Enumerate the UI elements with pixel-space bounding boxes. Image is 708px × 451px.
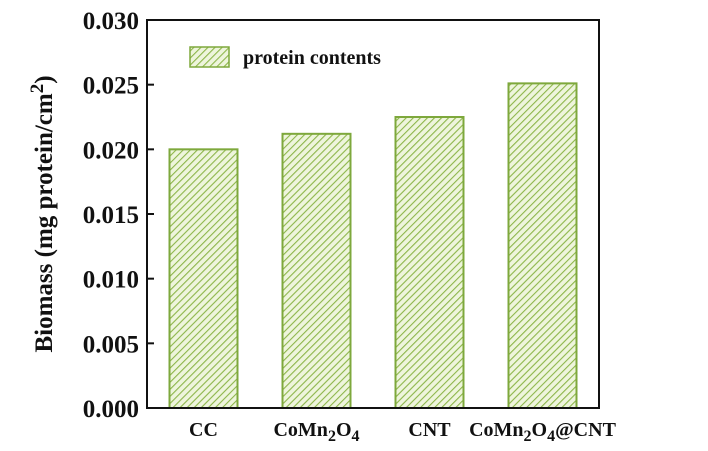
x-tick-label-part: 4 [352,428,360,445]
bar-0 [168,148,239,409]
x-tick-label-part: CC [189,419,218,441]
x-tick-label-part: CoMn [469,419,523,441]
bars-group [168,82,578,410]
legend-swatch [189,46,230,68]
x-tick-label: CNT [408,419,451,441]
y-tick-label: 0.000 [83,396,139,423]
x-tick-label-part: 2 [328,428,336,445]
y-tick-label: 0.025 [83,73,139,100]
legend-label: protein contents [243,47,381,69]
y-axis-label: Biomass (mg protein/cm2) [27,75,58,352]
y-tick-label: 0.030 [83,8,139,35]
x-tick-label-part: O [336,419,352,441]
x-tick-label-part: CNT [408,419,451,441]
legend: protein contents [189,46,381,69]
x-axis: CC CoMn2O4 CNT CoMn2O4@CNT [189,419,617,445]
x-tick-label-part: 2 [524,428,532,445]
y-tick-label: 0.005 [83,331,139,358]
x-tick-label-part: @CNT [555,419,616,441]
y-tick-label: 0.010 [83,267,139,294]
y-tick-label: 0.015 [83,202,139,229]
y-axis-label-main: Biomass (mg protein/cm [31,93,58,352]
bar-3 [507,82,578,410]
y-axis-label-close: ) [31,75,58,83]
bar-2 [394,116,465,409]
y-tick-label: 0.020 [83,137,139,164]
y-axis: 0.000 0.005 0.010 0.015 0.020 0.025 0.030 [83,8,154,423]
x-tick-label: CoMn2O4 [273,419,359,445]
x-tick-label: CC [189,419,218,441]
bar-1 [281,132,352,410]
x-tick-label-part: 4 [547,428,555,445]
x-tick-label-part: O [532,419,548,441]
x-tick-label-part: CoMn [273,419,327,441]
y-axis-label-sup: 2 [27,84,48,94]
x-tick-label: CoMn2O4@CNT [469,419,617,445]
